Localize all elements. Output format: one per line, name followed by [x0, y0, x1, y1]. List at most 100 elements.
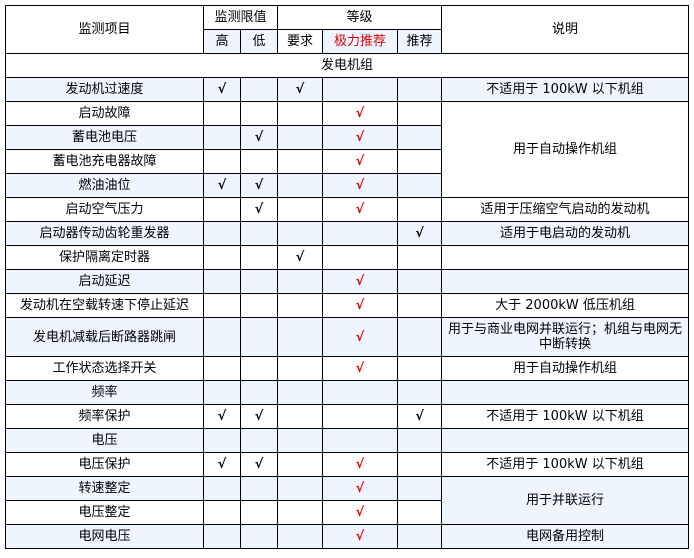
row-item: 工作状态选择开关: [5, 356, 204, 381]
header-strongly-recommended: 极力推荐: [322, 29, 399, 54]
row-note: 用于与商业电网并联运行；机组与电网无中断转换: [441, 317, 689, 357]
strongly-recommended-check-icon: √: [322, 476, 399, 501]
row-item: 蓄电池电压: [5, 125, 204, 150]
empty-cell: [277, 500, 324, 525]
empty-cell: [397, 197, 443, 222]
table-row: 工作状态选择开关 √ 用于自动操作机组: [5, 356, 689, 381]
row-note: 不适用于 100kW 以下机组: [441, 452, 689, 477]
empty-cell: [239, 380, 279, 405]
empty-cell: [322, 380, 399, 405]
empty-cell: [277, 524, 324, 549]
table-row: 转速整定 √ 用于并联运行: [5, 476, 689, 525]
empty-cell: [239, 476, 279, 501]
empty-cell: [277, 452, 324, 477]
empty-cell: [239, 428, 279, 453]
low-check-icon: √: [239, 125, 279, 150]
empty-cell: [277, 221, 324, 246]
row-item: 启动器传动齿轮重发器: [5, 221, 204, 246]
empty-cell: [277, 197, 324, 222]
empty-cell: [203, 101, 241, 126]
strongly-recommended-check-icon: √: [322, 197, 399, 222]
empty-cell: [239, 269, 279, 294]
empty-cell: [203, 269, 241, 294]
strongly-recommended-check-icon: √: [322, 125, 399, 150]
row-item: 电压整定: [5, 500, 204, 525]
empty-cell: [203, 476, 241, 501]
empty-cell: [203, 524, 241, 549]
header-high: 高: [203, 29, 241, 54]
header-required: 要求: [277, 29, 324, 54]
empty-cell: [203, 356, 241, 381]
strongly-recommended-check-icon: √: [322, 269, 399, 294]
row-item: 频率: [5, 380, 204, 405]
empty-cell: [277, 404, 324, 429]
empty-cell: [277, 428, 324, 453]
monitoring-table: 监测项目 监测限值 等级 说明 高 低 要求 极力推荐 推荐 发电机组 发动机过…: [5, 5, 689, 549]
empty-cell: [277, 380, 324, 405]
row-note: [441, 269, 689, 294]
row-item: 启动延迟: [5, 269, 204, 294]
empty-cell: [239, 101, 279, 126]
empty-cell: [397, 317, 443, 357]
row-item: 启动空气压力: [5, 197, 204, 222]
row-item: 发电机减载后断路器跳闸: [5, 317, 204, 357]
empty-cell: [322, 221, 399, 246]
empty-cell: [277, 125, 324, 150]
empty-cell: [239, 317, 279, 357]
row-note: 用于并联运行: [441, 476, 689, 525]
table-row: 蓄电池电压 √ √: [5, 125, 689, 150]
low-check-icon: √: [239, 452, 279, 477]
row-item: 保护隔离定时器: [5, 245, 204, 270]
empty-cell: [277, 317, 324, 357]
strongly-recommended-check-icon: √: [322, 356, 399, 381]
empty-cell: [203, 149, 241, 174]
row-item: 频率保护: [5, 404, 204, 429]
empty-cell: [203, 293, 241, 318]
empty-cell: [397, 269, 443, 294]
row-note: [441, 245, 689, 270]
row-note: 用于自动操作机组: [441, 101, 689, 198]
strongly-recommended-check-icon: √: [322, 500, 399, 525]
empty-cell: [322, 77, 399, 102]
header-limit: 监测限值: [202, 5, 279, 30]
empty-cell: [397, 524, 443, 549]
table-row: 启动故障 √ 用于自动操作机组: [5, 101, 689, 198]
empty-cell: [239, 293, 279, 318]
group-row: 发电机组: [5, 53, 689, 78]
empty-cell: [322, 245, 399, 270]
empty-cell: [277, 269, 324, 294]
header-recommended: 推荐: [397, 29, 443, 54]
empty-cell: [203, 380, 241, 405]
empty-cell: [397, 452, 443, 477]
row-item: 电网电压: [5, 524, 204, 549]
table-row: 电压: [5, 428, 689, 453]
row-item: 蓄电池充电器故障: [5, 149, 204, 174]
recommended-check-icon: √: [397, 221, 443, 246]
row-item: 启动故障: [5, 101, 204, 126]
row-item: 发动机过速度: [5, 77, 204, 102]
empty-cell: [203, 221, 241, 246]
empty-cell: [397, 428, 443, 453]
high-check-icon: √: [203, 452, 241, 477]
empty-cell: [239, 356, 279, 381]
empty-cell: [322, 404, 399, 429]
required-check-icon: √: [277, 77, 324, 102]
empty-cell: [277, 173, 324, 198]
table-row: 发动机在空载转速下停止延迟 √ 大于 2000kW 低压机组: [5, 293, 689, 318]
empty-cell: [397, 125, 443, 150]
high-check-icon: √: [203, 404, 241, 429]
low-check-icon: √: [239, 404, 279, 429]
empty-cell: [397, 500, 443, 525]
row-note: [441, 428, 689, 453]
table-row: 发电机减载后断路器跳闸 √ 用于与商业电网并联运行；机组与电网无中断转换: [5, 317, 689, 357]
empty-cell: [203, 500, 241, 525]
strongly-recommended-check-icon: √: [322, 293, 399, 318]
empty-cell: [277, 101, 324, 126]
empty-cell: [239, 500, 279, 525]
table-row: 蓄电池充电器故障 √: [5, 149, 689, 174]
row-note: 电网备用控制: [441, 524, 689, 549]
table-row: 启动延迟 √: [5, 269, 689, 294]
empty-cell: [239, 245, 279, 270]
header-note: 说明: [441, 5, 689, 54]
empty-cell: [203, 428, 241, 453]
